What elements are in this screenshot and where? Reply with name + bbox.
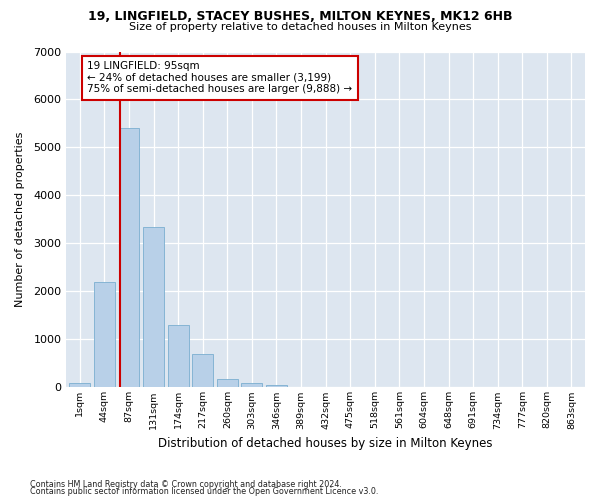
Text: 19, LINGFIELD, STACEY BUSHES, MILTON KEYNES, MK12 6HB: 19, LINGFIELD, STACEY BUSHES, MILTON KEY…: [88, 10, 512, 23]
Text: Contains HM Land Registry data © Crown copyright and database right 2024.: Contains HM Land Registry data © Crown c…: [30, 480, 342, 489]
Text: 19 LINGFIELD: 95sqm
← 24% of detached houses are smaller (3,199)
75% of semi-det: 19 LINGFIELD: 95sqm ← 24% of detached ho…: [87, 61, 352, 94]
Bar: [241, 382, 262, 388]
Bar: [290, 386, 311, 388]
Bar: [94, 282, 115, 388]
Text: Size of property relative to detached houses in Milton Keynes: Size of property relative to detached ho…: [129, 22, 471, 32]
Bar: [119, 128, 139, 388]
Bar: [168, 325, 188, 388]
Bar: [217, 379, 238, 388]
X-axis label: Distribution of detached houses by size in Milton Keynes: Distribution of detached houses by size …: [158, 437, 493, 450]
Bar: [70, 382, 90, 388]
Bar: [266, 384, 287, 388]
Text: Contains public sector information licensed under the Open Government Licence v3: Contains public sector information licen…: [30, 488, 379, 496]
Y-axis label: Number of detached properties: Number of detached properties: [15, 132, 25, 307]
Bar: [193, 354, 213, 388]
Bar: [143, 226, 164, 388]
